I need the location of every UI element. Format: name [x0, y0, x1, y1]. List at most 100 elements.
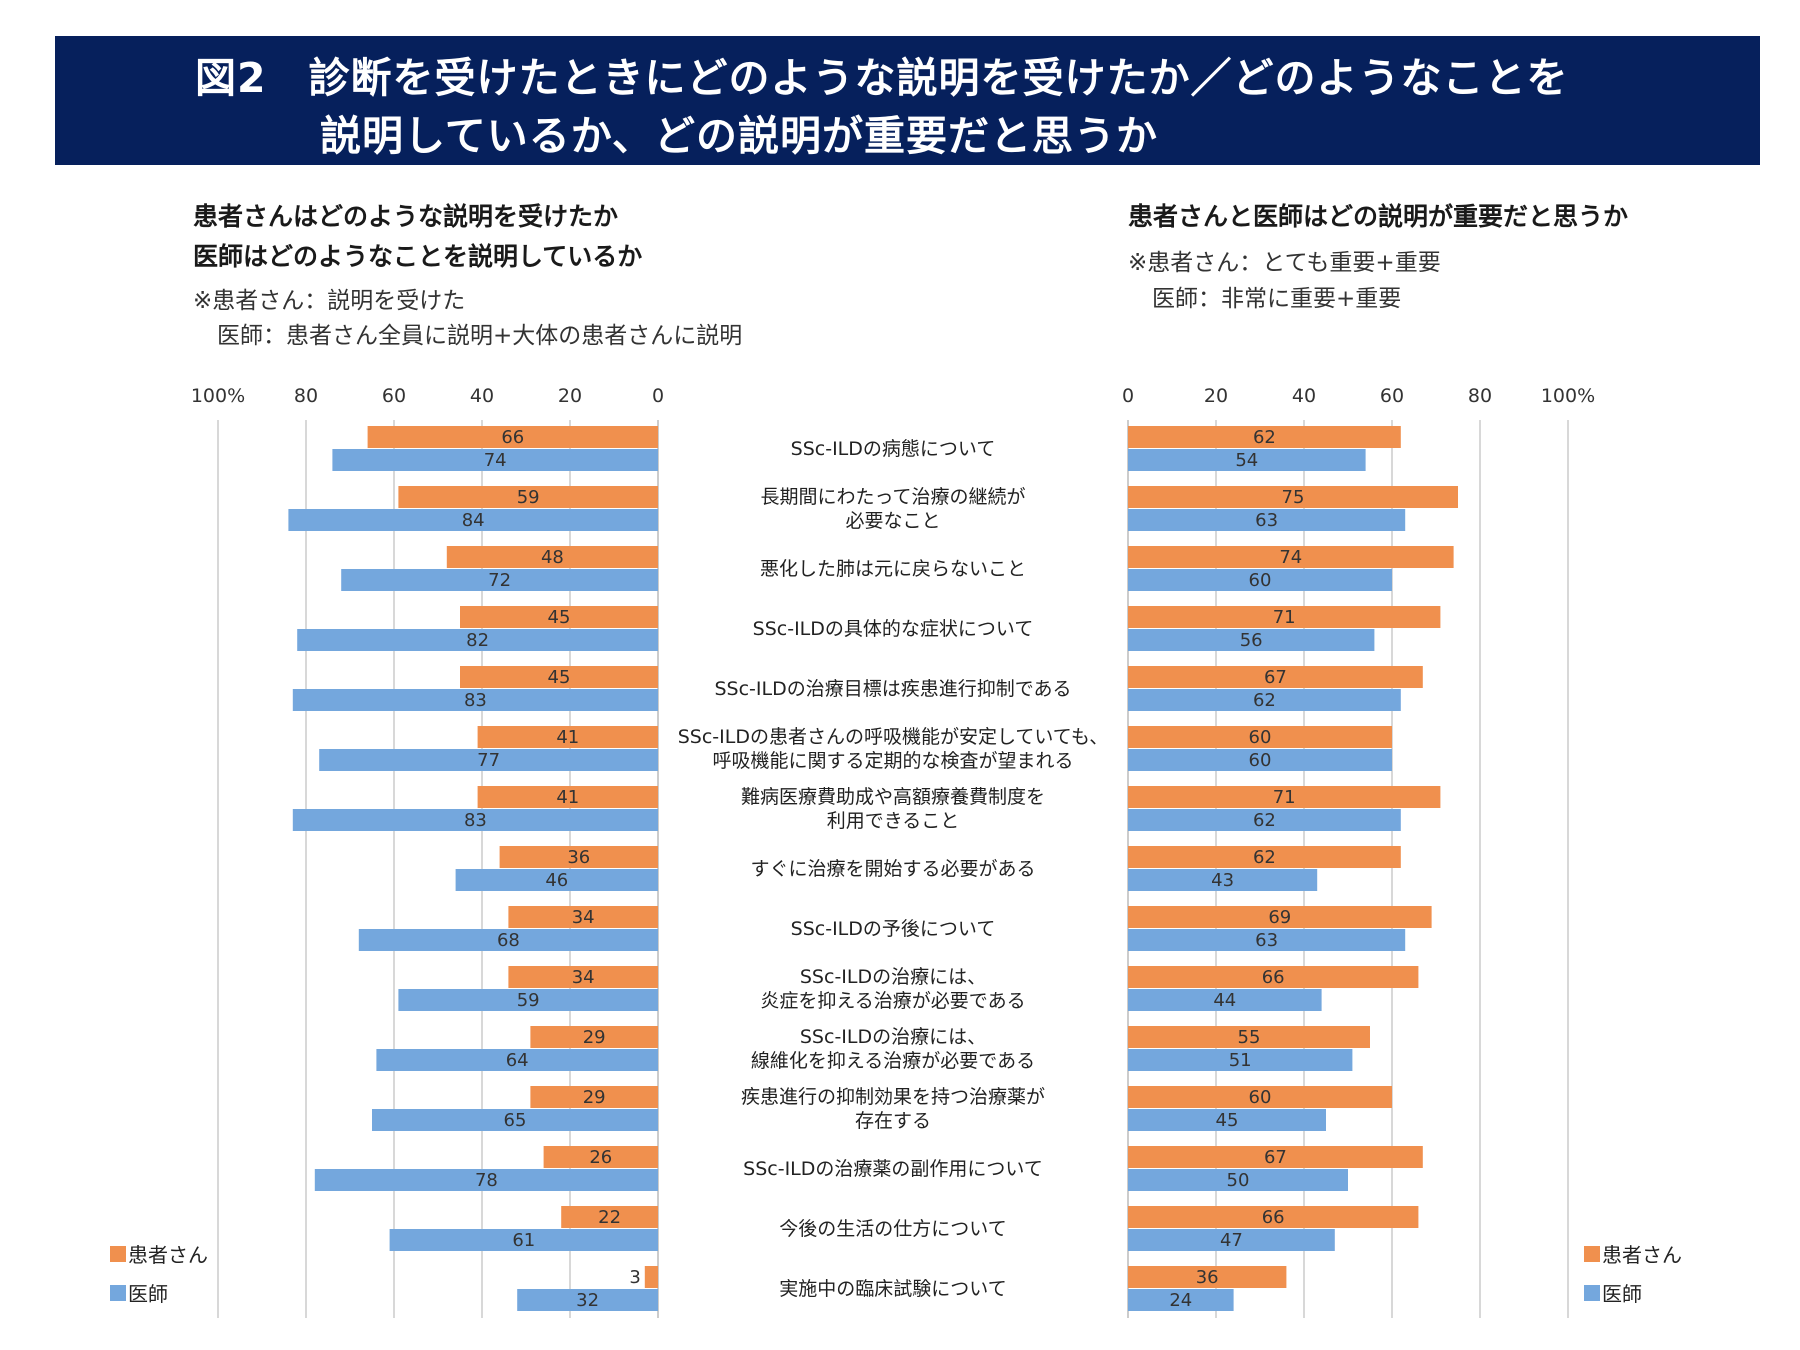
right-label-patient: 71 — [1273, 787, 1296, 808]
right-bar-doctor — [1128, 809, 1401, 831]
left-tick-label: 40 — [470, 385, 494, 407]
left-bar-patient — [446, 546, 658, 568]
right-label-patient: 66 — [1262, 967, 1285, 988]
left-bar-patient — [460, 666, 658, 688]
right-bar-patient — [1128, 426, 1401, 448]
left-label-doctor: 78 — [475, 1170, 498, 1191]
right-bar-doctor — [1128, 869, 1318, 891]
left-bar-doctor — [292, 689, 658, 711]
category-label: 今後の生活の仕方について — [779, 1218, 1006, 1240]
right-label-doctor: 62 — [1253, 690, 1276, 711]
left-label-doctor: 74 — [484, 450, 507, 471]
right-bar-doctor — [1128, 1049, 1353, 1071]
left-bar-doctor — [517, 1289, 658, 1311]
left-label-patient: 29 — [583, 1027, 606, 1048]
category-label: SSc-ILDの患者さんの呼吸機能が安定していても、 — [678, 726, 1109, 748]
right-bar-doctor — [1128, 1109, 1326, 1131]
left-label-doctor: 64 — [506, 1050, 529, 1071]
category-label: 難病医療費助成や高額療養費制度を — [741, 786, 1045, 808]
left-label-patient: 26 — [589, 1147, 612, 1168]
right-bar-patient — [1128, 1086, 1392, 1108]
title-line-1: 図2 診断を受けたときにどのような説明を受けたか／どのようなことを — [195, 54, 1569, 102]
category-label: SSc-ILDの治療には、 — [800, 966, 986, 988]
left-label-patient: 3 — [629, 1267, 640, 1288]
left-legend-doctor: 医師 — [128, 1282, 168, 1306]
right-label-doctor: 54 — [1235, 450, 1258, 471]
category-label: 呼吸機能に関する定期的な検査が望まれる — [712, 750, 1073, 772]
right-tick-label: 40 — [1292, 385, 1316, 407]
category-label: 炎症を抑える治療が必要である — [760, 990, 1025, 1012]
left-label-patient: 36 — [567, 847, 590, 868]
left-bar-doctor — [389, 1229, 658, 1251]
right-label-doctor: 62 — [1253, 810, 1276, 831]
left-bar-doctor — [332, 449, 658, 471]
right-label-patient: 60 — [1249, 1087, 1272, 1108]
left-bar-patient — [367, 426, 658, 448]
left-bar-doctor — [288, 509, 658, 531]
right-label-doctor: 50 — [1227, 1170, 1250, 1191]
right-bar-patient — [1128, 726, 1392, 748]
category-label: SSc-ILDの病態について — [791, 438, 996, 460]
right-bar-doctor — [1128, 1169, 1348, 1191]
left-label-patient: 48 — [541, 547, 564, 568]
left-bar-doctor — [292, 809, 658, 831]
left-note-1: ※患者さん：説明を受けた — [193, 288, 466, 314]
right-label-doctor: 43 — [1211, 870, 1234, 891]
category-label: SSc-ILDの治療目標は疾患進行抑制である — [714, 678, 1071, 700]
right-bar-doctor — [1128, 689, 1401, 711]
left-tick-label: 20 — [558, 385, 582, 407]
left-label-doctor: 83 — [464, 810, 487, 831]
left-bar-patient — [508, 906, 658, 928]
right-bar-patient — [1128, 486, 1458, 508]
right-label-patient: 60 — [1249, 727, 1272, 748]
right-bar-patient — [1128, 1146, 1423, 1168]
right-bar-patient — [1128, 846, 1401, 868]
category-label: 存在する — [855, 1110, 931, 1132]
left-label-patient: 22 — [598, 1207, 621, 1228]
right-tick-label: 80 — [1468, 385, 1492, 407]
right-bar-doctor — [1128, 629, 1375, 651]
right-label-patient: 62 — [1253, 427, 1276, 448]
left-bar-patient — [543, 1146, 658, 1168]
left-tick-label: 100% — [191, 385, 245, 407]
category-label: SSc-ILDの予後について — [791, 918, 996, 940]
category-label: 長期間にわたって治療の継続が — [760, 486, 1025, 508]
right-label-patient: 55 — [1238, 1027, 1261, 1048]
left-bar-patient — [561, 1206, 658, 1228]
left-bar-patient — [477, 726, 658, 748]
right-label-patient: 36 — [1196, 1267, 1219, 1288]
right-bar-doctor — [1128, 509, 1406, 531]
right-bar-doctor — [1128, 749, 1392, 771]
right-legend-patient-swatch — [1584, 1246, 1600, 1262]
left-bar-doctor — [341, 569, 658, 591]
right-legend-patient: 患者さん — [1602, 1243, 1682, 1267]
left-label-doctor: 65 — [504, 1110, 527, 1131]
right-tick-label: 20 — [1204, 385, 1228, 407]
right-bar-doctor — [1128, 449, 1366, 471]
left-label-doctor: 59 — [517, 990, 540, 1011]
left-label-patient: 34 — [572, 967, 595, 988]
left-heading-2: 医師はどのようなことを説明しているか — [193, 242, 643, 271]
right-label-doctor: 63 — [1255, 510, 1278, 531]
category-label: 必要なこと — [845, 510, 940, 532]
left-bar-doctor — [398, 989, 658, 1011]
right-tick-label: 100% — [1541, 385, 1595, 407]
left-bar-doctor — [358, 929, 658, 951]
right-bar-patient — [1128, 1206, 1419, 1228]
right-legend-doctor-swatch — [1584, 1285, 1600, 1301]
right-heading-1: 患者さんと医師はどの説明が重要だと思うか — [1128, 202, 1629, 231]
right-bar-doctor — [1128, 569, 1392, 591]
right-tick-label: 0 — [1122, 385, 1134, 407]
title-banner: 図2 診断を受けたときにどのような説明を受けたか／どのようなことを 説明している… — [55, 36, 1760, 165]
left-tick-label: 80 — [294, 385, 318, 407]
left-label-doctor: 77 — [477, 750, 500, 771]
left-legend-patient: 患者さん — [128, 1243, 208, 1267]
right-label-patient: 75 — [1282, 487, 1305, 508]
category-label: SSc-ILDの具体的な症状について — [753, 618, 1034, 640]
right-label-doctor: 24 — [1169, 1290, 1192, 1311]
right-bar-patient — [1128, 666, 1423, 688]
left-label-doctor: 84 — [462, 510, 485, 531]
left-label-patient: 45 — [548, 667, 571, 688]
left-label-doctor: 68 — [497, 930, 520, 951]
